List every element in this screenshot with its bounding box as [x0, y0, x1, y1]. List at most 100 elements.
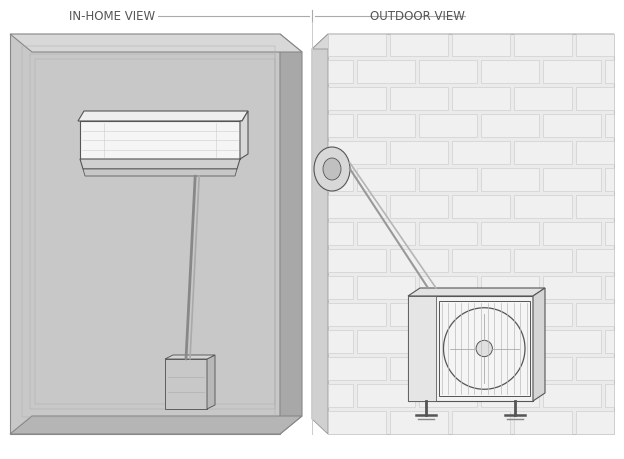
Polygon shape: [80, 121, 240, 159]
Polygon shape: [328, 87, 386, 110]
Polygon shape: [328, 34, 614, 434]
Polygon shape: [543, 114, 601, 137]
Polygon shape: [514, 303, 572, 326]
Polygon shape: [280, 34, 302, 434]
Polygon shape: [514, 195, 572, 218]
Polygon shape: [357, 276, 415, 299]
Polygon shape: [10, 34, 302, 52]
Polygon shape: [481, 222, 539, 245]
Polygon shape: [328, 384, 353, 407]
Polygon shape: [481, 60, 539, 83]
Polygon shape: [328, 249, 386, 272]
Polygon shape: [576, 195, 614, 218]
Polygon shape: [312, 34, 614, 49]
Polygon shape: [452, 357, 510, 380]
Polygon shape: [514, 87, 572, 110]
Polygon shape: [10, 416, 302, 434]
Polygon shape: [419, 114, 477, 137]
Polygon shape: [452, 87, 510, 110]
Polygon shape: [576, 411, 614, 434]
Polygon shape: [328, 411, 386, 434]
Polygon shape: [207, 355, 215, 409]
Polygon shape: [439, 301, 530, 396]
Polygon shape: [576, 87, 614, 110]
Polygon shape: [576, 249, 614, 272]
Polygon shape: [419, 168, 477, 191]
Polygon shape: [452, 411, 510, 434]
Polygon shape: [605, 168, 614, 191]
Polygon shape: [357, 330, 415, 353]
Polygon shape: [481, 168, 539, 191]
Polygon shape: [481, 330, 539, 353]
Polygon shape: [576, 34, 614, 56]
Polygon shape: [419, 276, 477, 299]
Polygon shape: [419, 330, 477, 353]
Polygon shape: [165, 355, 215, 359]
Polygon shape: [80, 159, 240, 169]
Polygon shape: [481, 384, 539, 407]
Polygon shape: [78, 111, 248, 121]
Ellipse shape: [314, 147, 350, 191]
Polygon shape: [576, 357, 614, 380]
Polygon shape: [390, 34, 448, 56]
Polygon shape: [357, 384, 415, 407]
Polygon shape: [605, 222, 614, 245]
Polygon shape: [481, 276, 539, 299]
Polygon shape: [605, 276, 614, 299]
Ellipse shape: [323, 158, 341, 180]
Polygon shape: [328, 357, 386, 380]
Text: OUTDOOR VIEW: OUTDOOR VIEW: [370, 10, 465, 22]
Polygon shape: [357, 60, 415, 83]
Polygon shape: [452, 141, 510, 164]
Polygon shape: [408, 296, 436, 401]
Polygon shape: [514, 249, 572, 272]
Polygon shape: [390, 249, 448, 272]
Polygon shape: [165, 359, 207, 409]
Polygon shape: [408, 288, 545, 296]
Polygon shape: [605, 60, 614, 83]
Polygon shape: [452, 249, 510, 272]
Polygon shape: [514, 34, 572, 56]
Polygon shape: [390, 141, 448, 164]
Polygon shape: [452, 34, 510, 56]
Polygon shape: [357, 114, 415, 137]
Polygon shape: [328, 195, 386, 218]
Polygon shape: [328, 34, 386, 56]
Polygon shape: [328, 303, 386, 326]
Polygon shape: [328, 60, 353, 83]
Polygon shape: [419, 222, 477, 245]
Polygon shape: [390, 195, 448, 218]
Polygon shape: [543, 222, 601, 245]
Polygon shape: [390, 357, 448, 380]
Polygon shape: [408, 296, 533, 401]
Polygon shape: [514, 411, 572, 434]
Polygon shape: [240, 111, 248, 159]
Polygon shape: [543, 60, 601, 83]
Polygon shape: [605, 330, 614, 353]
Polygon shape: [357, 222, 415, 245]
Polygon shape: [390, 87, 448, 110]
Polygon shape: [576, 141, 614, 164]
Polygon shape: [605, 114, 614, 137]
Polygon shape: [312, 34, 328, 434]
Polygon shape: [543, 384, 601, 407]
Polygon shape: [452, 303, 510, 326]
Polygon shape: [514, 357, 572, 380]
Polygon shape: [543, 276, 601, 299]
Polygon shape: [605, 384, 614, 407]
Polygon shape: [328, 141, 386, 164]
Polygon shape: [452, 195, 510, 218]
Polygon shape: [357, 168, 415, 191]
Polygon shape: [328, 168, 353, 191]
Polygon shape: [10, 34, 280, 434]
Polygon shape: [419, 384, 477, 407]
Polygon shape: [328, 114, 353, 137]
Circle shape: [476, 341, 492, 357]
Polygon shape: [543, 168, 601, 191]
Polygon shape: [328, 276, 353, 299]
Polygon shape: [328, 222, 353, 245]
Polygon shape: [481, 114, 539, 137]
Polygon shape: [543, 330, 601, 353]
Polygon shape: [83, 169, 237, 176]
Polygon shape: [390, 411, 448, 434]
